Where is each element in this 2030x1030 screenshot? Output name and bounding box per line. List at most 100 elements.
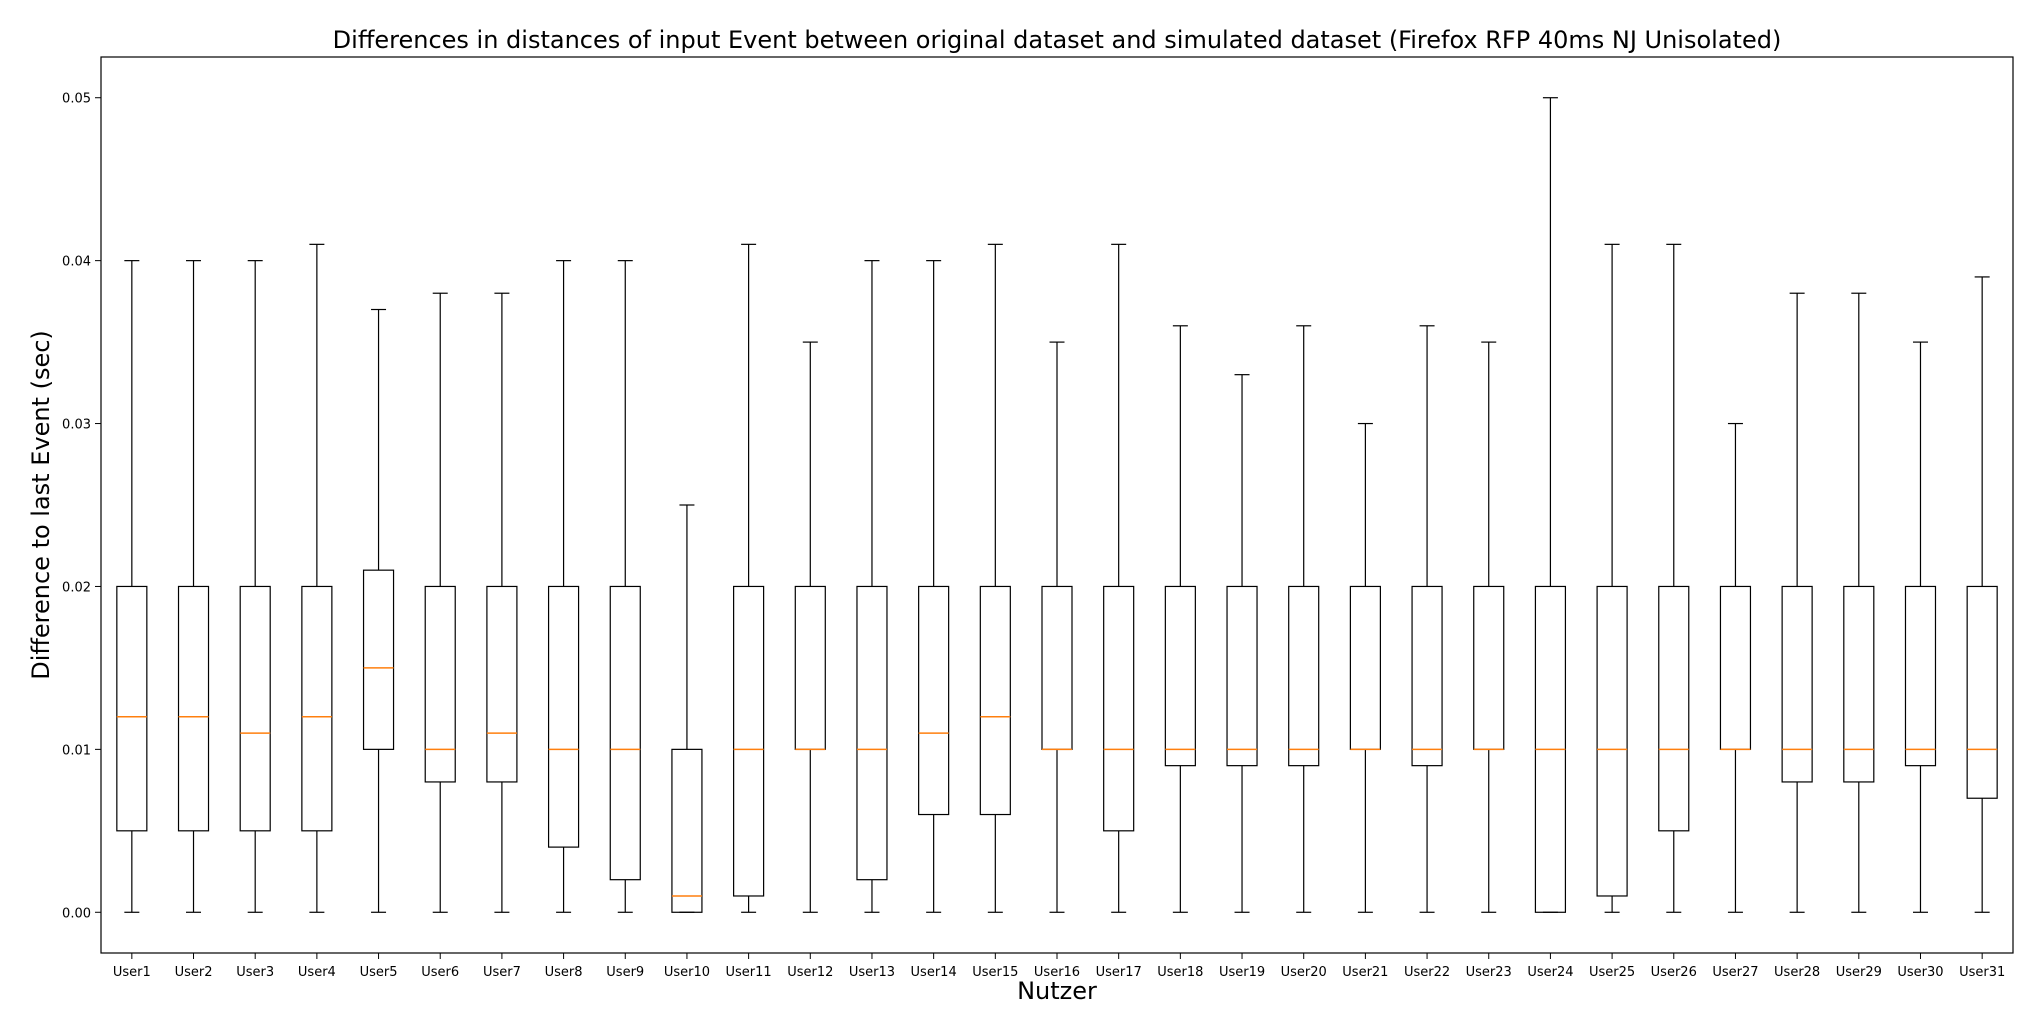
y-tick-label: 0.02 — [62, 580, 91, 595]
x-tick-label: User2 — [175, 965, 213, 980]
box-User18 — [1164, 325, 1196, 913]
x-tick-label: User14 — [911, 965, 957, 980]
y-tick-label: 0.01 — [62, 743, 91, 758]
iqr-box — [1288, 585, 1320, 767]
x-tick-label: User23 — [1466, 965, 1512, 980]
x-axis: User1 User2 User3 User4 User5 User6 User7 User8… — [113, 953, 2005, 980]
x-tick-label: User26 — [1651, 965, 1697, 980]
iqr-box — [979, 585, 1011, 816]
box-User29 — [1843, 292, 1875, 913]
iqr-box — [177, 585, 210, 832]
x-tick-label: User17 — [1096, 965, 1142, 980]
y-axis: 0.00 0.01 0.02 0.03 0.04 0.05 — [62, 92, 101, 921]
box-User17 — [1103, 243, 1135, 913]
box-User1 — [116, 260, 148, 913]
x-tick-label: User3 — [236, 965, 274, 980]
box-User20 — [1288, 325, 1320, 913]
box-User27 — [1719, 422, 1752, 913]
box-User24 — [1534, 97, 1567, 913]
iqr-box — [1781, 585, 1813, 783]
chart-title: Differences in distances of input Event … — [333, 26, 1782, 54]
box-User14 — [918, 260, 950, 913]
x-tick-label: User21 — [1342, 965, 1388, 980]
box-User10 — [671, 504, 703, 913]
box-User31 — [1966, 276, 1998, 913]
iqr-box — [1904, 585, 1937, 767]
box-User15 — [979, 243, 1011, 913]
x-tick-label: User13 — [849, 965, 895, 980]
box-User9 — [609, 260, 641, 913]
iqr-box — [486, 585, 518, 783]
x-tick-label: User10 — [664, 965, 710, 980]
x-tick-label: User25 — [1589, 965, 1635, 980]
x-tick-label: User15 — [972, 965, 1018, 980]
box-User21 — [1349, 422, 1381, 913]
x-tick-label: User7 — [483, 965, 521, 980]
iqr-box — [1843, 585, 1875, 783]
iqr-box — [1226, 585, 1258, 767]
box-User22 — [1411, 325, 1443, 913]
iqr-box — [547, 585, 580, 848]
x-tick-label: User20 — [1281, 965, 1327, 980]
iqr-box — [671, 748, 703, 913]
box-User11 — [733, 243, 765, 913]
box-User3 — [239, 260, 271, 913]
x-tick-label: User24 — [1527, 965, 1573, 980]
iqr-box — [1164, 585, 1196, 767]
y-tick-label: 0.00 — [62, 906, 91, 921]
box-User13 — [856, 260, 888, 913]
x-tick-label: User31 — [1959, 965, 2005, 980]
iqr-box — [1966, 585, 1998, 799]
box-User12 — [794, 341, 826, 913]
x-tick-label: User28 — [1774, 965, 1820, 980]
iqr-box — [362, 569, 395, 750]
iqr-box — [733, 585, 765, 897]
iqr-box — [1596, 585, 1628, 897]
x-tick-label: User18 — [1157, 965, 1203, 980]
box-User7 — [486, 292, 518, 913]
box-User5 — [362, 308, 395, 913]
iqr-box — [918, 585, 950, 816]
y-tick-label: 0.03 — [62, 418, 91, 433]
iqr-box — [1658, 585, 1690, 832]
box-User28 — [1781, 292, 1813, 913]
x-tick-label: User30 — [1897, 965, 1943, 980]
x-tick-label: User11 — [726, 965, 772, 980]
plot-area — [116, 97, 1998, 913]
iqr-box — [301, 585, 333, 832]
iqr-box — [856, 585, 888, 881]
iqr-box — [1103, 585, 1135, 832]
box-User26 — [1658, 243, 1690, 913]
box-User23 — [1473, 341, 1505, 913]
y-tick-label: 0.05 — [62, 92, 91, 107]
iqr-box — [116, 585, 148, 832]
x-tick-label: User16 — [1034, 965, 1080, 980]
x-tick-label: User12 — [787, 965, 833, 980]
y-axis-label: Difference to last Event (sec) — [27, 330, 55, 680]
box-User25 — [1596, 243, 1628, 913]
x-tick-label: User9 — [606, 965, 644, 980]
box-User8 — [547, 260, 580, 913]
iqr-box — [424, 585, 456, 783]
box-User16 — [1041, 341, 1073, 913]
box-User19 — [1226, 374, 1258, 913]
x-tick-label: User29 — [1836, 965, 1882, 980]
x-tick-label: User22 — [1404, 965, 1450, 980]
x-tick-label: User6 — [421, 965, 459, 980]
x-tick-label: User5 — [360, 965, 398, 980]
box-User4 — [301, 243, 333, 913]
x-axis-label: Nutzer — [1017, 977, 1097, 1005]
y-tick-label: 0.04 — [62, 255, 91, 270]
box-User30 — [1904, 341, 1937, 913]
x-tick-label: User4 — [298, 965, 336, 980]
x-tick-label: User1 — [113, 965, 151, 980]
x-tick-label: User19 — [1219, 965, 1265, 980]
box-User6 — [424, 292, 456, 913]
iqr-box — [609, 585, 641, 881]
box-User2 — [177, 260, 210, 913]
x-tick-label: User27 — [1712, 965, 1758, 980]
iqr-box — [1411, 585, 1443, 767]
x-tick-label: User8 — [545, 965, 583, 980]
iqr-box — [239, 585, 271, 832]
